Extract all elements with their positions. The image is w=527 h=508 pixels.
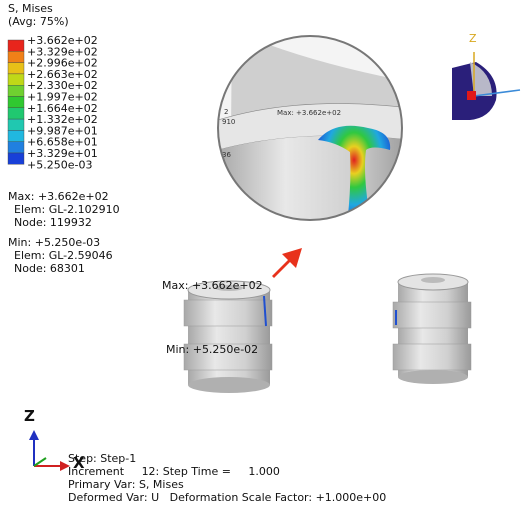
model-left (184, 281, 272, 393)
legend-swatch (8, 51, 24, 62)
legend-swatch (8, 108, 24, 119)
legend-title: S, Mises (8, 2, 53, 15)
legend-swatch (8, 74, 24, 85)
legend-swatch (8, 119, 24, 130)
legend-swatch (8, 40, 24, 51)
max-elem: Elem: GL-2.102910 (14, 203, 120, 216)
legend-subtitle: (Avg: 75%) (8, 15, 69, 28)
step-line: Increment 12: Step Time = 1.000 (68, 465, 280, 478)
model-max-label: Max: +3.662e+02 (162, 279, 263, 292)
zoom-view: Max: +3.662e+02 2 910 36 (210, 30, 410, 240)
step-line: Primary Var: S, Mises (68, 478, 184, 491)
global-axes (29, 430, 70, 471)
legend-swatch (8, 142, 24, 153)
zoom-fragment: 2 (224, 108, 228, 116)
legend-label: +5.250e-03 (27, 158, 92, 171)
min-elem: Elem: GL-2.59046 (14, 249, 113, 262)
legend-swatch (8, 97, 24, 108)
zoom-fragment: 910 (222, 118, 235, 126)
min-value: Min: +5.250e-03 (8, 236, 100, 249)
view-triad: Z (452, 32, 520, 120)
zoom-max-label: Max: +3.662e+02 (277, 109, 341, 117)
legend-swatches (8, 40, 24, 164)
legend-swatch (8, 130, 24, 141)
min-node: Node: 68301 (14, 262, 85, 275)
model-min-label: Min: +5.250e-02 (166, 343, 258, 356)
max-value: Max: +3.662e+02 (8, 190, 109, 203)
legend-swatch (8, 153, 24, 164)
model-right (393, 274, 471, 384)
viewport: S, Mises (Avg: 75%) +3.662e+02+3.329e+02… (0, 0, 527, 508)
legend-swatch (8, 85, 24, 96)
triad-z: Z (469, 32, 477, 45)
legend-swatch (8, 63, 24, 74)
legend-labels: +3.662e+02+3.329e+02+2.996e+02+2.663e+02… (27, 34, 98, 171)
step-line: Step: Step-1 (68, 452, 136, 465)
axis-z: Z (24, 407, 35, 425)
step-line: Deformed Var: U Deformation Scale Factor… (68, 491, 386, 504)
max-node: Node: 119932 (14, 216, 92, 229)
zoom-arrow (272, 248, 302, 278)
